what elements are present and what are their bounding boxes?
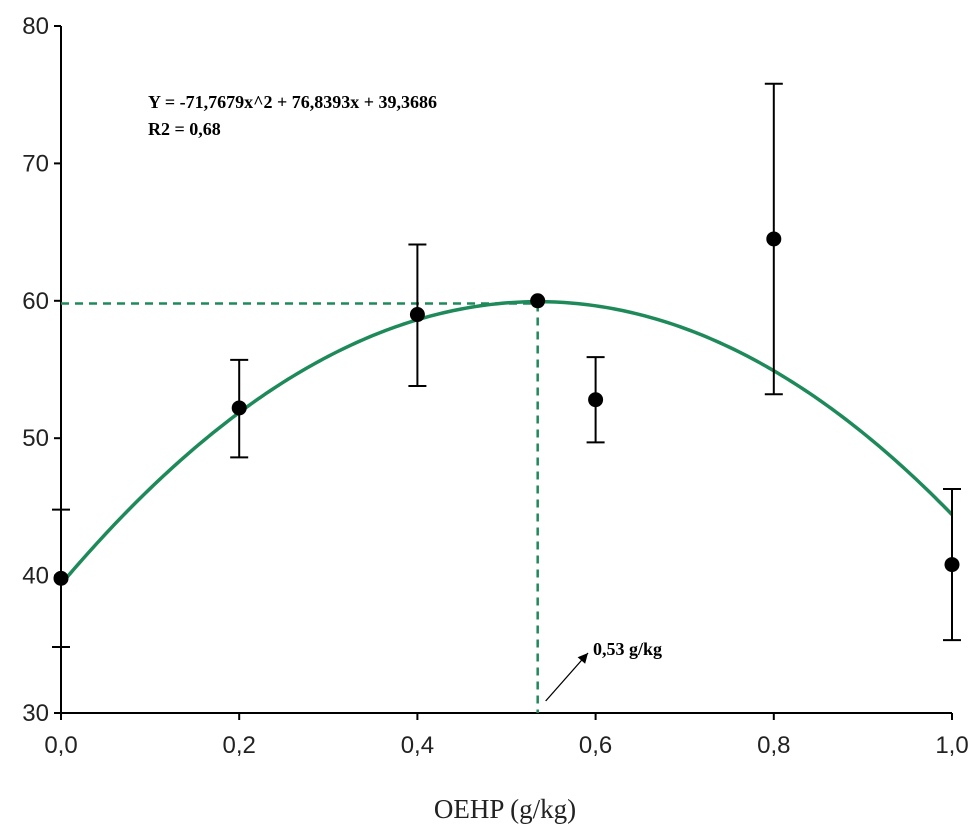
y-tick-label: 70	[22, 150, 49, 177]
arrow-head	[577, 653, 588, 664]
optimum-guides	[61, 302, 539, 713]
x-tick-label: 0,8	[757, 732, 790, 759]
x-tick-label: 1,0	[935, 732, 968, 759]
arrow-line	[545, 652, 589, 702]
data-point	[766, 231, 782, 247]
data-point	[409, 307, 425, 323]
optimum-label: 0,53 g/kg	[593, 639, 662, 659]
y-tick-label: 60	[22, 288, 49, 315]
x-tick-label: 0,0	[44, 732, 77, 759]
data-point	[530, 293, 546, 309]
data-points	[53, 231, 960, 586]
fit-equation: Y = -71,7679x^2 + 76,8393x + 39,3686	[148, 92, 437, 112]
data-point	[53, 570, 69, 586]
data-point	[588, 392, 604, 408]
tick-labels: 30 40 50 60 70 80 0,0 0,2 0,4 0,6 0,8 1,0	[22, 13, 968, 759]
y-tick-label: 80	[22, 13, 49, 40]
optimum-arrow	[545, 652, 589, 702]
y-tick-label: 40	[22, 563, 49, 590]
y-tick-label: 50	[22, 425, 49, 452]
x-tick-label: 0,6	[579, 732, 612, 759]
fit-curve-group	[59, 299, 954, 586]
fit-curve	[59, 299, 954, 586]
x-axis-label: OEHP (g/kg)	[434, 794, 576, 824]
data-point	[231, 400, 247, 416]
fit-r2: R2 = 0,68	[148, 119, 221, 139]
data-point	[944, 557, 960, 573]
y-tick-label: 30	[22, 700, 49, 727]
x-tick-label: 0,2	[223, 732, 256, 759]
x-tick-label: 0,4	[401, 732, 434, 759]
error-bars	[52, 82, 961, 649]
